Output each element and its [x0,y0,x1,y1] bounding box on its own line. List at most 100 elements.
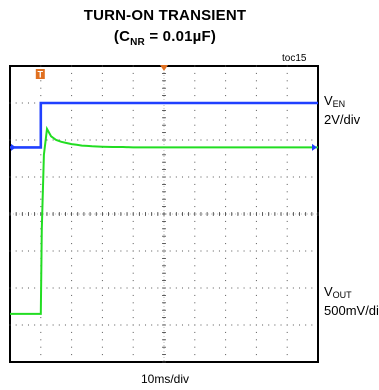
grid-dot [77,139,79,141]
grid-dot [218,250,220,252]
grid-dot [194,265,196,267]
trace-vout [10,125,318,315]
grid-dot [132,183,134,185]
grid-dot [188,324,190,326]
grid-dot [126,324,128,326]
grid-dot [194,287,196,289]
grid-dot [71,228,73,230]
grid-dot [120,176,122,178]
grid-dot [132,95,134,97]
grid-dot [188,287,190,289]
grid-dot [34,102,36,104]
grid-dot [299,139,301,141]
grid-dot [132,309,134,311]
grid-dot [108,324,110,326]
grid-dot [225,65,227,67]
grid-dot [237,176,239,178]
grid-dot [286,250,288,252]
grid-dot [286,161,288,163]
grid-dot [206,287,208,289]
grid-dot [52,287,54,289]
grid-dot [34,176,36,178]
grid-dot [15,176,17,178]
grid-dot [9,250,11,252]
grid-dot [27,176,29,178]
grid-dot [21,250,23,252]
grid-dot [286,302,288,304]
grid-dot [101,331,103,333]
grid-dot [71,309,73,311]
grid-dot [194,206,196,208]
grid-dot [71,146,73,148]
grid-dot [225,265,227,267]
grid-dot [151,287,153,289]
grid-dot [175,287,177,289]
grid-dot [194,257,196,259]
grid-dot [101,309,103,311]
grid-dot [231,250,233,252]
grid-dot [237,139,239,141]
grid-dot [225,250,227,252]
grid-dot [101,87,103,89]
grid-dot [286,206,288,208]
grid-dot [225,235,227,237]
grid-dot [151,250,153,252]
grid-dot [132,124,134,126]
grid-dot [255,124,257,126]
grid-dot [132,339,134,341]
grid-dot [286,169,288,171]
grid-dot [151,176,153,178]
grid-dot [21,176,23,178]
grid-dot [305,324,307,326]
grid-dot [101,235,103,237]
grid-dot [95,287,97,289]
grid-dot [262,324,264,326]
grid-dot [194,302,196,304]
grid-dot [218,139,220,141]
grid-dot [225,124,227,126]
grid-dot [40,220,42,222]
grid-dot [101,287,103,289]
grid-dot [286,154,288,156]
grid-dot [34,139,36,141]
grid-dot [145,287,147,289]
grid-dot [9,176,11,178]
grid-dot [27,250,29,252]
grid-dot [58,287,60,289]
grid-dot [286,220,288,222]
grid-dot [77,250,79,252]
grid-dot [101,280,103,282]
grid-dot [194,324,196,326]
grid-dot [101,176,103,178]
grid-dot [225,346,227,348]
grid-dot [231,139,233,141]
grid-dot [58,250,60,252]
grid-dot [21,102,23,104]
grid-dot [274,139,276,141]
grid-dot [151,324,153,326]
grid-dot [120,250,122,252]
grid-dot [255,294,257,296]
grid-dot [132,302,134,304]
grid-dot [95,176,97,178]
grid-dot [200,287,202,289]
grid-dot [157,287,159,289]
grid-dot [9,139,11,141]
grid-dot [34,250,36,252]
grid-dot [194,176,196,178]
grid-dot [255,109,257,111]
grid-dot [206,324,208,326]
grid-dot [194,294,196,296]
grid-dot [255,87,257,89]
grid-dot [225,331,227,333]
grid-dot [311,287,313,289]
grid-dot [268,287,270,289]
grid-dot [286,324,288,326]
grid-dot [194,65,196,67]
grid-dot [311,324,313,326]
grid-dot [101,169,103,171]
grid-dot [280,250,282,252]
grid-dot [181,324,183,326]
grid-dot [21,324,23,326]
